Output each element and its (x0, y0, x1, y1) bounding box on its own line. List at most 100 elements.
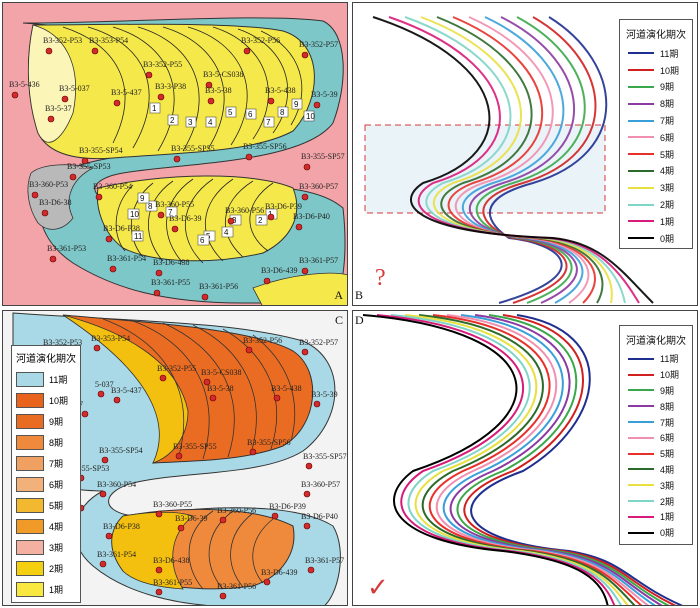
legend-item: 3期 (620, 477, 692, 493)
legend-c-label: 11期 (49, 375, 68, 385)
legend-c-swatch (16, 477, 44, 492)
legend-d: 河道演化期次 11期 10期 9期 8期 7期 6期 5期 4期 3期 2期 1期 0期 (619, 325, 693, 545)
well-marker (157, 93, 165, 101)
legend-item: 3期 (620, 179, 692, 196)
accretion-lines-c-upper (102, 318, 296, 460)
wells-a: B3-352-P53 B3-353-P54 B3-352-P56 B3-352-P57… (9, 36, 345, 301)
well-label: B3-361-P57 (305, 556, 344, 565)
well-marker (301, 267, 309, 275)
channel-line-d (404, 314, 629, 605)
channel-line-d (376, 314, 616, 605)
well-label: B3-355-SP54 (79, 146, 123, 155)
channel-line-b (372, 16, 654, 304)
well-label: B3-355-SP57 (301, 152, 345, 161)
well-label: B3-361-P56 (217, 582, 256, 591)
well-marker (207, 97, 215, 105)
well-label: B3-352-P57 (299, 338, 338, 347)
well-label: B3-361-P54 (97, 550, 136, 559)
legend-item: 5期 (620, 146, 692, 163)
legend-label: 0期 (660, 528, 675, 539)
check-mark: ✓ (367, 573, 389, 602)
well-label: B3-D6-438 (153, 556, 189, 565)
legend-swatch (628, 373, 654, 376)
legend-c-swatch (16, 540, 44, 555)
upper-bar-yellow (62, 314, 189, 464)
legend-c-swatch (16, 498, 44, 513)
well-label: B3-352-P55 (157, 364, 196, 373)
well-label: B3-360-P54 (93, 182, 132, 191)
channel-line-b (447, 16, 596, 304)
well-marker (227, 217, 235, 225)
stage-number: 2 (258, 216, 263, 225)
channel-line-b (454, 16, 590, 304)
upper-stage-numbers: 1 2 3 4 5 6 789 10 (149, 98, 315, 128)
well-label: B3-360-P56 (225, 206, 264, 215)
well-label: B3-3-P38 (155, 82, 186, 91)
legend-c-item: 8期 (12, 432, 80, 453)
channel-line-d (362, 314, 609, 605)
stage-number-box (277, 106, 289, 118)
well-label: B3-5-037 (59, 84, 90, 93)
legend-swatch (628, 357, 654, 360)
stage-number-box (149, 102, 161, 114)
well-marker (177, 524, 185, 532)
well-marker (313, 101, 321, 109)
well-label: B3-352-P56 (243, 336, 282, 345)
stage-number: 4 (224, 228, 229, 237)
well-marker (313, 400, 321, 408)
legend-swatch (628, 452, 654, 455)
legend-label: 4期 (660, 464, 675, 475)
legend-item: 2期 (620, 196, 692, 213)
well-marker (105, 235, 113, 243)
well-marker (11, 91, 19, 99)
legend-label: 8期 (660, 401, 675, 412)
well-marker (47, 115, 55, 123)
panel-c: B3-352-P53 B3-353-P54 B3-352-P56 B3-352-P57… (2, 310, 348, 606)
legend-item: 9期 (620, 383, 692, 399)
legend-c-title: 河道演化期次 (16, 354, 76, 365)
well-label: B3-D6-38 (39, 198, 71, 207)
legend-label: 9期 (660, 82, 675, 93)
legend-label: 7期 (660, 417, 675, 428)
channel-line-b (489, 16, 608, 304)
well-label: B3-5-438 (271, 384, 302, 393)
well-label: B3-352-P56 (241, 36, 280, 45)
stage-number-box (205, 116, 217, 128)
well-label: B3-352-P57 (299, 40, 338, 49)
channel-line-d (442, 314, 656, 605)
legend-c-swatch (16, 561, 44, 576)
well-marker (41, 209, 49, 217)
well-marker (145, 71, 153, 79)
well-marker (267, 213, 275, 221)
legend-label: 3期 (660, 480, 675, 491)
well-marker (61, 95, 69, 103)
well-marker (303, 522, 311, 530)
panel-b-label: B (355, 288, 364, 302)
legend-c-item: 5期 (12, 495, 80, 516)
well-marker (99, 560, 107, 568)
well-marker (271, 512, 279, 520)
legend-c-swatch (16, 519, 44, 534)
legend-label: 10期 (660, 65, 680, 76)
legend-label: 2期 (660, 496, 675, 507)
stage-number-box (197, 234, 210, 246)
stage-number-box (255, 214, 268, 226)
legend-c-label: 4期 (49, 522, 64, 532)
stage-number-box (131, 230, 144, 242)
channel-line-b (475, 16, 586, 304)
legend-c-item: 3期 (12, 537, 80, 558)
well-marker (81, 157, 89, 165)
well-marker (301, 348, 309, 356)
well-label: B3-361-P54 (107, 254, 146, 263)
well-marker (153, 289, 161, 297)
channel-line-d (456, 314, 670, 605)
stage-number-box (225, 106, 237, 118)
stage-number: 4 (208, 118, 213, 127)
legend-c-item: 7期 (12, 453, 80, 474)
well-marker (245, 153, 253, 161)
well-label: B3-5-437 (111, 386, 142, 395)
legend-c-item: 2期 (12, 558, 80, 579)
well-label: B3-353-P54 (91, 334, 130, 343)
well-marker (159, 374, 167, 382)
stage-number: 6 (200, 236, 205, 245)
